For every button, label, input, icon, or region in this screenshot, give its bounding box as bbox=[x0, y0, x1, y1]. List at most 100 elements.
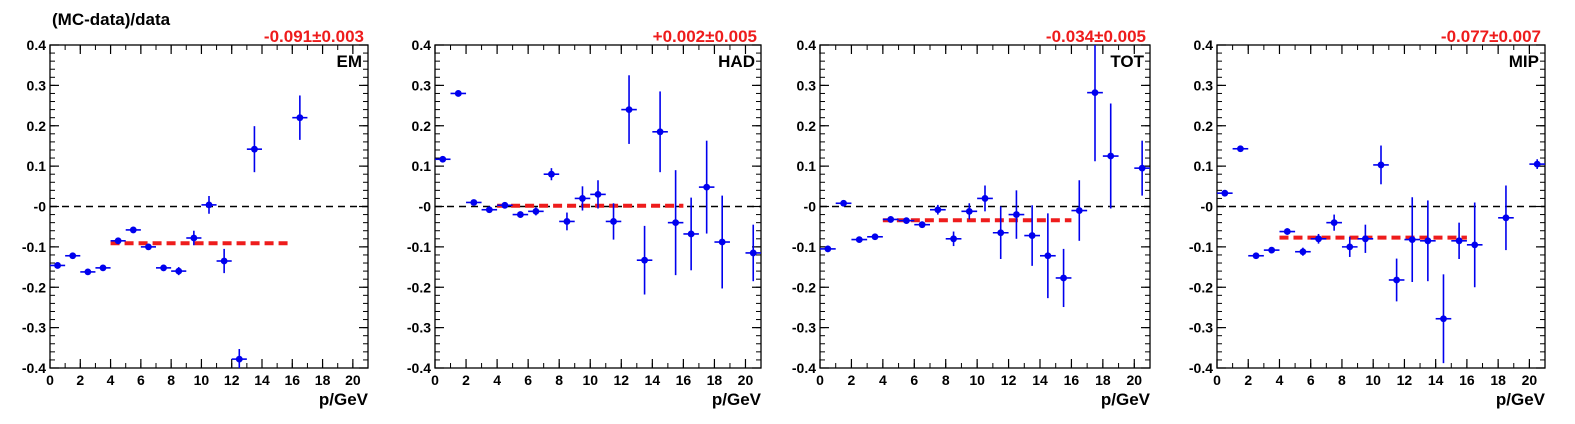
data-point bbox=[160, 264, 167, 272]
y-tick-label: 0.2 bbox=[1194, 118, 1214, 134]
data-point bbox=[625, 106, 633, 113]
y-tick-label: -0.4 bbox=[792, 360, 816, 376]
x-tick-label: 0 bbox=[46, 372, 54, 388]
data-point bbox=[205, 201, 213, 209]
data-point bbox=[1440, 315, 1447, 323]
x-axis-title: p/GeV bbox=[712, 390, 762, 409]
y-tick-label: -0 bbox=[804, 199, 817, 215]
data-point bbox=[965, 207, 973, 215]
y-tick-label: 0.1 bbox=[412, 158, 432, 174]
y-tick-label: -0 bbox=[419, 199, 432, 215]
data-points bbox=[1217, 145, 1545, 364]
data-point bbox=[235, 355, 243, 363]
y-tick-label: -0.3 bbox=[1189, 320, 1213, 336]
data-point bbox=[1408, 236, 1416, 244]
x-tick-label: 14 bbox=[1032, 372, 1048, 388]
x-tick-label: 18 bbox=[1095, 372, 1111, 388]
data-point bbox=[981, 195, 989, 202]
x-tick-label: 12 bbox=[1001, 372, 1017, 388]
data-point bbox=[1377, 161, 1385, 169]
y-tick-label: -0.1 bbox=[792, 239, 816, 255]
x-tick-label: 18 bbox=[707, 372, 723, 388]
data-point bbox=[1138, 164, 1146, 172]
panel-tot: 0.4 0.3 0.2 0.1 -0 -0.1 -0.2 -0.3 -0.40 2 4 6 8 10 12 1… bbox=[792, 27, 1151, 409]
data-point bbox=[1252, 252, 1260, 260]
x-tick-label: 12 bbox=[1397, 372, 1413, 388]
data-point bbox=[54, 262, 61, 269]
data-point bbox=[1221, 189, 1229, 197]
data-point bbox=[672, 219, 680, 227]
fit-result: -0.091±0.003 bbox=[264, 27, 364, 46]
data-point bbox=[997, 229, 1005, 237]
data-point bbox=[485, 206, 493, 214]
data-point bbox=[656, 128, 664, 136]
data-points bbox=[50, 95, 308, 368]
data-point bbox=[1107, 152, 1115, 160]
y-tick-label: -0.3 bbox=[407, 320, 431, 336]
data-point bbox=[1075, 207, 1083, 214]
data-point bbox=[718, 238, 726, 246]
y-tick-label: -0.1 bbox=[1189, 239, 1213, 255]
x-tick-label: 0 bbox=[816, 372, 824, 388]
y-tick-label: 0.2 bbox=[27, 118, 47, 134]
data-point bbox=[1502, 214, 1510, 222]
x-tick-label: 14 bbox=[254, 372, 270, 388]
y-tick-label: 0.3 bbox=[27, 77, 47, 93]
data-point bbox=[454, 90, 462, 97]
data-point bbox=[501, 201, 509, 209]
y-tick-label: 0.4 bbox=[27, 37, 47, 53]
data-point bbox=[840, 199, 847, 207]
data-point bbox=[855, 236, 863, 244]
data-point bbox=[190, 234, 198, 242]
data-point bbox=[1044, 252, 1052, 260]
data-point bbox=[439, 155, 447, 163]
data-point bbox=[1330, 219, 1338, 227]
data-point bbox=[579, 195, 586, 202]
data-point bbox=[1455, 237, 1463, 245]
fit-result: -0.034±0.005 bbox=[1046, 27, 1146, 46]
data-points bbox=[435, 75, 761, 295]
y-tick-label: -0.4 bbox=[22, 360, 46, 376]
x-tick-label: 16 bbox=[1459, 372, 1475, 388]
data-point bbox=[1346, 243, 1354, 251]
data-point bbox=[1028, 232, 1036, 239]
data-point bbox=[1361, 235, 1369, 243]
y-tick-label: -0.1 bbox=[407, 239, 431, 255]
data-point bbox=[220, 257, 228, 265]
y-tick-label: 0.4 bbox=[797, 37, 817, 53]
data-point bbox=[903, 217, 910, 225]
data-point bbox=[594, 190, 602, 198]
data-point bbox=[950, 235, 957, 243]
x-tick-label: 2 bbox=[1244, 372, 1252, 388]
x-tick-label: 8 bbox=[942, 372, 950, 388]
y-tick-label: -0.3 bbox=[792, 320, 816, 336]
panel-label: HAD bbox=[718, 52, 755, 71]
x-tick-label: 0 bbox=[431, 372, 439, 388]
data-point bbox=[871, 233, 879, 241]
x-tick-label: 10 bbox=[582, 372, 598, 388]
y-tick-label: -0.4 bbox=[407, 360, 431, 376]
y-tick-label: -0.4 bbox=[1189, 360, 1213, 376]
data-point bbox=[1268, 246, 1276, 254]
data-point bbox=[114, 237, 122, 245]
data-point bbox=[548, 170, 555, 178]
data-point bbox=[1091, 89, 1099, 97]
data-point bbox=[1315, 235, 1322, 243]
data-point bbox=[99, 264, 107, 272]
x-tick-label: 0 bbox=[1213, 372, 1221, 388]
x-tick-label: 10 bbox=[969, 372, 985, 388]
data-point bbox=[296, 114, 304, 122]
data-point bbox=[470, 199, 478, 206]
data-point bbox=[610, 218, 617, 225]
data-point bbox=[69, 252, 77, 260]
y-tick-label: -0.2 bbox=[792, 279, 816, 295]
x-tick-label: 6 bbox=[137, 372, 145, 388]
y-tick-label: -0.1 bbox=[22, 239, 46, 255]
x-tick-label: 12 bbox=[224, 372, 240, 388]
y-tick-label: 0.4 bbox=[1194, 37, 1214, 53]
y-tick-label: 0.3 bbox=[1194, 77, 1214, 93]
y-tick-label: 0.1 bbox=[797, 158, 817, 174]
y-axis-title: (MC-data)/data bbox=[52, 10, 171, 29]
x-tick-label: 20 bbox=[1522, 372, 1538, 388]
